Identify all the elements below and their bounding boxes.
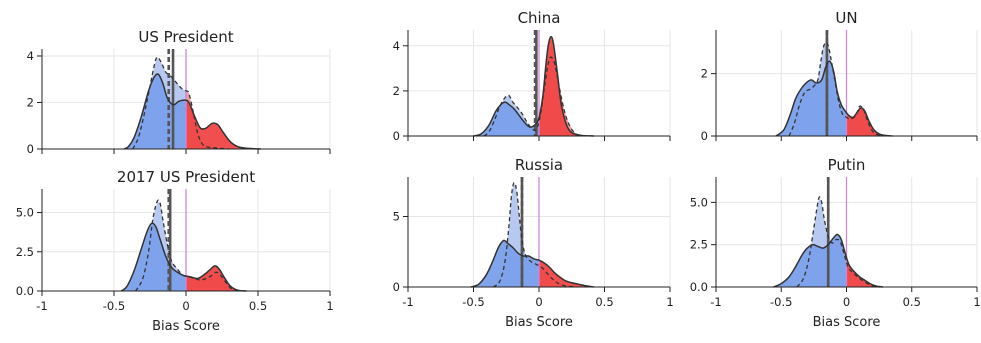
- density-fill-positive: [186, 266, 247, 291]
- x-tick-label: 0: [843, 295, 850, 309]
- density-curve-dashed: [483, 56, 586, 137]
- y-tick-label: 0.0: [16, 284, 34, 298]
- panel-title: Russia: [515, 156, 563, 174]
- density-fill-positive: [846, 257, 884, 287]
- x-tick-label: -1: [402, 295, 413, 309]
- density-curve-solid: [120, 222, 247, 292]
- x-tick-label: 0.5: [595, 295, 613, 309]
- x-tick-label: 1: [973, 295, 980, 309]
- y-tick-label: 5.0: [690, 195, 708, 209]
- density-fill-negative: [773, 235, 847, 287]
- y-tick-label: 2.5: [690, 238, 708, 252]
- y-tick-label: 0.0: [690, 280, 708, 294]
- panel-title: US President: [138, 28, 233, 46]
- density-fill-positive: [539, 37, 595, 136]
- x-tick-label: 1: [326, 299, 333, 313]
- y-tick-label: 0: [701, 129, 708, 143]
- y-tick-label: 5.0: [16, 206, 34, 220]
- density-fill-positive: [539, 260, 595, 287]
- density-fill-positive: [846, 108, 891, 136]
- panel-3: 0 5 -1 -0.5 0 0.5 1 Russia Bias Score: [393, 156, 674, 330]
- x-axis-title: Bias Score: [505, 315, 573, 330]
- density-curve-dashed: [796, 196, 881, 288]
- x-tick-label: 0: [182, 299, 189, 313]
- density-curve-solid: [473, 35, 595, 137]
- panel-1: 0.0 2.5 5.0 -1 -0.5 0 0.5 1 2017 US President Bia…: [16, 168, 334, 334]
- y-tick-label: 2: [27, 95, 34, 109]
- x-tick-label: 0.5: [903, 295, 921, 309]
- y-tick-label: 2.5: [16, 245, 34, 259]
- panel-4: 0 2 UN: [701, 9, 978, 143]
- x-tick-label: -0.5: [103, 299, 125, 313]
- panel-title: Putin: [828, 156, 866, 174]
- density-curve-solid: [470, 239, 595, 288]
- y-tick-label: 0: [393, 280, 400, 294]
- y-tick-label: 0: [27, 142, 34, 156]
- density-fill-negative: [124, 74, 186, 149]
- density-curve-solid: [775, 60, 891, 137]
- x-tick-label: -0.5: [770, 295, 792, 309]
- density-fill-negative: [473, 102, 539, 136]
- panel-title: 2017 US President: [117, 168, 255, 186]
- density-fill-negative: [121, 223, 186, 291]
- y-tick-label: 4: [27, 49, 34, 63]
- x-axis-title: Bias Score: [152, 319, 220, 334]
- density-fill-negative: [776, 62, 847, 136]
- panel-5: 0.0 2.5 5.0 -1 -0.5 0 0.5 1 Putin Bias Score: [690, 156, 981, 330]
- density-curve-solid: [123, 73, 261, 150]
- density-fill-negative: [470, 240, 539, 287]
- y-tick-label: 2: [701, 67, 708, 81]
- x-tick-label: 1: [666, 295, 673, 309]
- x-tick-label: -1: [36, 299, 47, 313]
- y-tick-label: 4: [393, 39, 400, 53]
- panel-2: 0 2 4 China: [393, 9, 671, 143]
- density-curve-solid: [773, 233, 884, 288]
- panel-title: China: [518, 9, 561, 27]
- panel-title: UN: [835, 9, 857, 27]
- panel-0: 0 2 4 US President: [27, 28, 331, 156]
- y-tick-label: 5: [393, 209, 400, 223]
- y-tick-label: 2: [393, 84, 400, 98]
- x-tick-label: -0.5: [462, 295, 484, 309]
- x-axis-title: Bias Score: [813, 315, 881, 330]
- y-tick-label: 0: [393, 129, 400, 143]
- x-tick-label: 0: [535, 295, 542, 309]
- density-curve-dashed: [492, 181, 576, 288]
- x-tick-label: 0.5: [249, 299, 267, 313]
- x-tick-label: -1: [710, 295, 721, 309]
- density-fill-positive: [186, 100, 261, 149]
